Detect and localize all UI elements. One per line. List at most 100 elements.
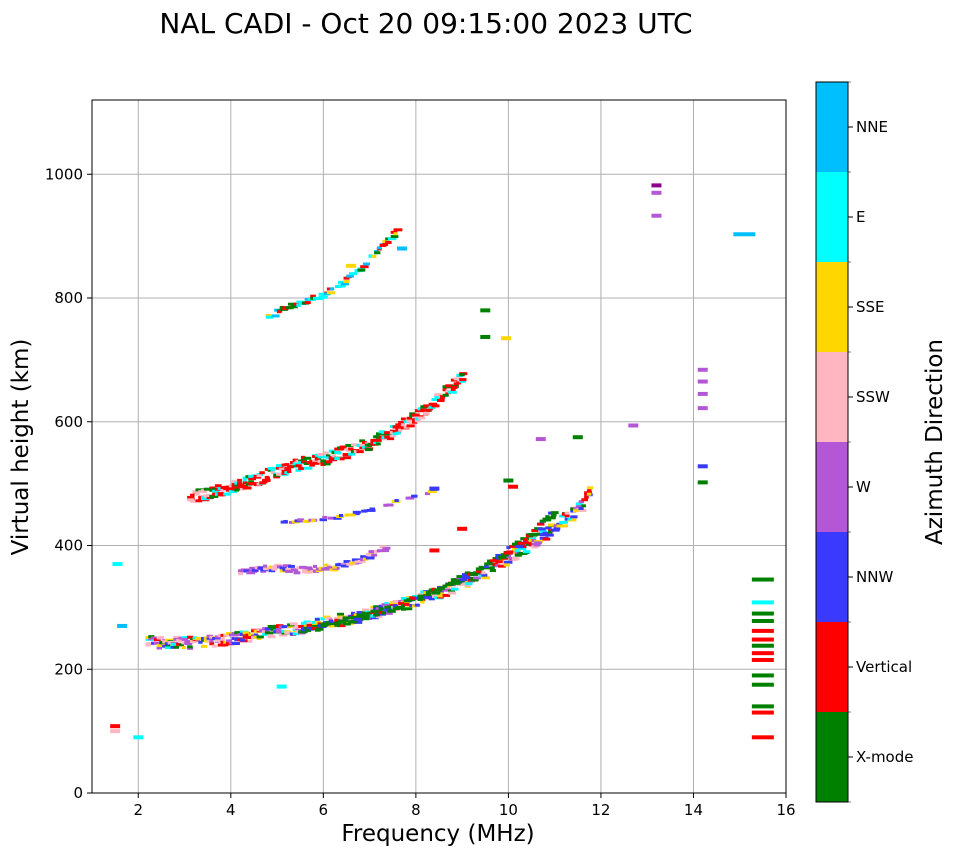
x-tick-label: 14 [684,801,703,819]
echo-mark [371,254,377,258]
echo-mark [414,596,421,600]
echo-point [503,478,514,483]
echo-mark [231,642,240,646]
echo-mark [292,626,300,630]
echo-mark [323,451,329,455]
echo-mark [464,582,473,586]
echo-mark [164,642,169,646]
echo-mark [425,593,432,597]
echo-mark [350,620,356,624]
echo-mark [309,627,315,631]
echo-mark [145,643,151,647]
echo-point [110,724,121,729]
echo-mark [481,573,488,577]
echo-point [651,183,662,188]
echo-mark [248,474,253,478]
echo-mark [342,622,351,626]
echo-mark [578,500,585,504]
echo-mark [456,381,462,385]
echo-mark [570,507,575,511]
echo-mark [420,600,425,604]
echo-mark [364,614,370,618]
echo-mark [293,571,301,575]
echo-mark [201,489,206,493]
echo-mark [385,240,392,244]
echo-mark [345,616,353,620]
echo-mark [192,636,198,640]
echo-mark [517,547,527,551]
echo-mark [559,521,564,525]
echo-mark [553,526,559,530]
echo-point [697,480,708,485]
echo-mark [275,464,281,468]
trace-second-hop [187,372,468,503]
colorbar-swatch-e [816,172,848,262]
echo-mark [409,604,415,608]
echo-mark [362,608,370,612]
echo-mark [420,596,426,600]
echo-mark [395,423,405,427]
echo-mark [509,556,514,560]
echo-mark [328,456,336,460]
echo-mark [374,251,381,255]
echo-mark [189,499,196,503]
colorbar-label: Azimuth Direction [922,339,948,545]
echo-mark [264,627,273,631]
echo-mark [273,624,279,628]
echo-mark [392,607,398,611]
echo-mark [431,398,440,402]
echo-mark [423,411,430,415]
echo-mark [545,533,554,537]
echo-point [117,623,128,628]
y-tick-label: 800 [54,289,83,307]
echo-mark [279,305,285,309]
echo-mark [412,413,420,417]
echo-mark [383,503,388,507]
echo-mark [378,607,384,611]
echo-mark [285,306,294,310]
echo-mark [259,471,265,475]
echo-mark [578,506,584,510]
echo-mark [448,589,455,593]
echo-mark [406,424,415,428]
echo-mark [531,542,536,546]
echo-mark [439,586,445,590]
echo-point [697,406,708,411]
echo-mark [275,629,282,633]
echo-mark [242,478,247,482]
echo-mark [214,635,221,639]
echo-mark [378,604,384,608]
echo-mark [450,385,458,389]
echo-mark [159,640,165,644]
echo-mark [212,644,217,648]
echo-mark [373,438,382,442]
echo-mark [387,605,392,609]
echo-mark [303,462,309,466]
echo-mark [362,617,370,621]
echo-mark [539,529,547,533]
echo-point [628,423,639,428]
echo-mark [282,564,292,568]
echo-mark [495,556,500,560]
echo-mark [339,620,347,624]
echo-mark [453,377,462,381]
echo-mark [481,576,490,580]
echo-mark [414,419,421,423]
echo-mark [292,462,299,466]
echo-mark [470,578,479,582]
colorbar-label-nnw: NNW [856,568,893,586]
echo-mark [285,568,294,572]
echo-mark [456,575,466,579]
echo-mark [564,517,570,521]
echo-mark [417,416,426,420]
echo-mark [384,602,389,606]
echo-mark [531,545,539,549]
echo-mark [312,624,319,628]
echo-mark [375,432,385,436]
echo-mark [231,484,238,488]
colorbar-swatch-ssw [816,352,848,442]
echo-mark [326,566,332,570]
echo-point [697,391,708,396]
grid [92,100,786,793]
echo-mark [234,488,240,492]
